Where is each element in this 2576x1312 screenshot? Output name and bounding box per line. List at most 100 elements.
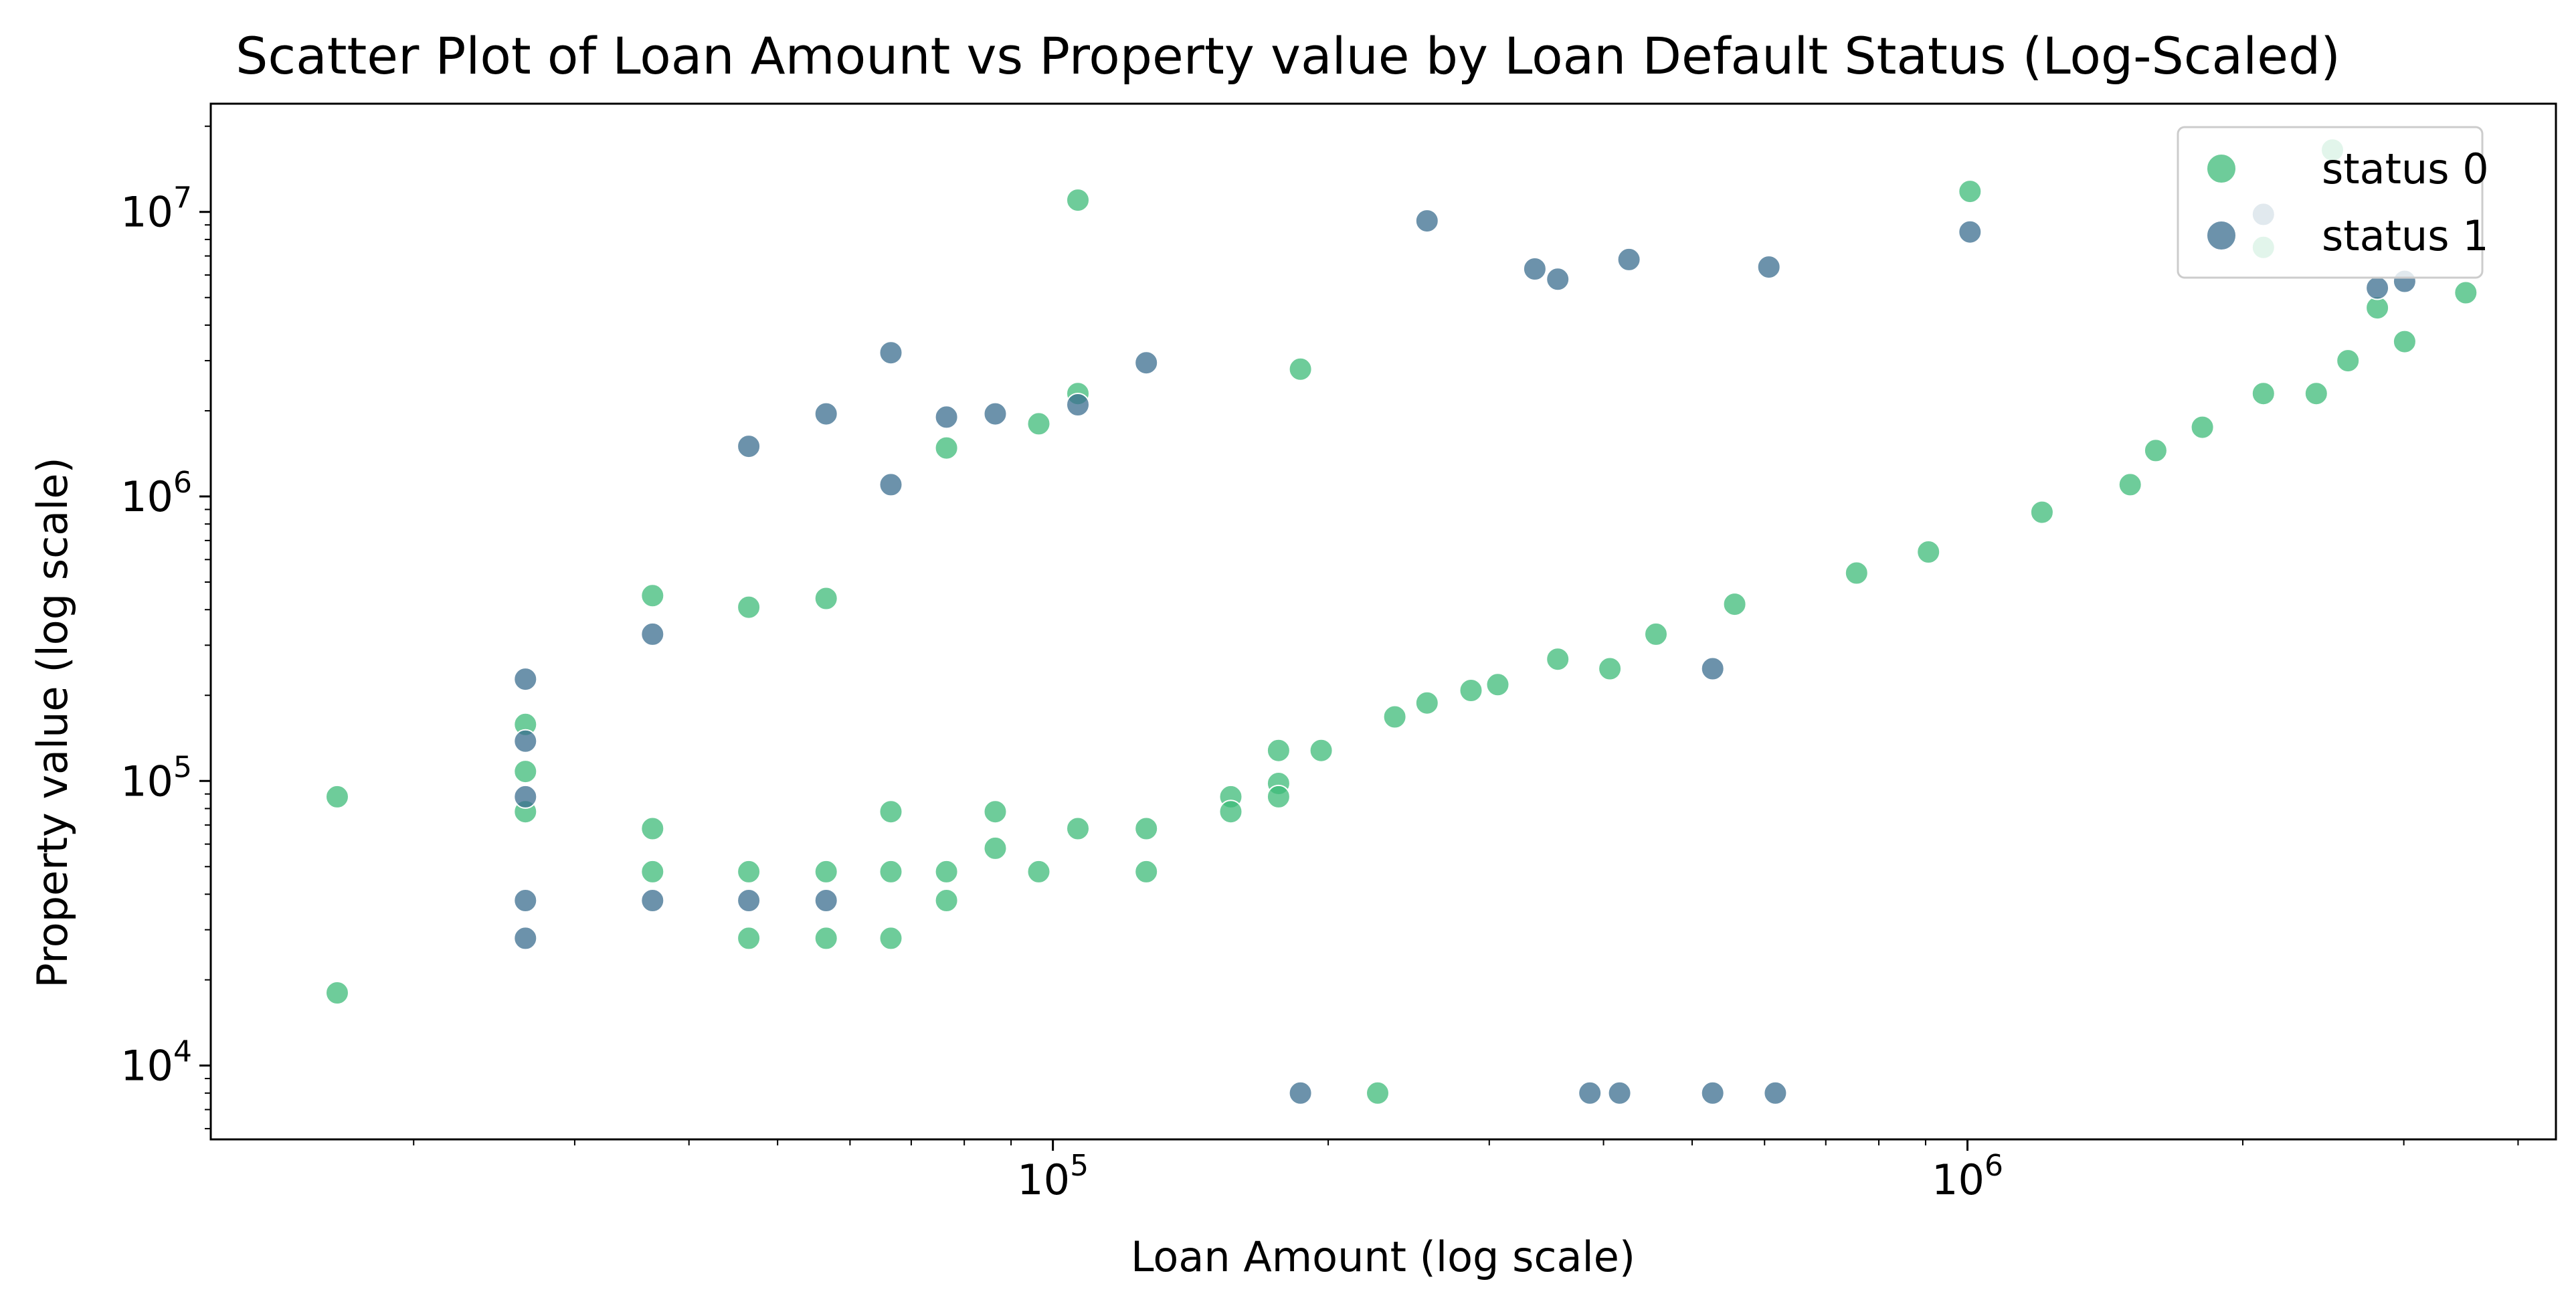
y-tick-label: 106 — [120, 466, 192, 521]
data-point — [814, 859, 838, 884]
series-1 — [513, 202, 2417, 1105]
x-tick-label: 105 — [1017, 1149, 1089, 1204]
data-point — [1134, 859, 1159, 884]
data-point — [814, 926, 838, 951]
data-point — [1066, 393, 1090, 417]
data-point — [1700, 656, 1725, 681]
ticks-layer: 105 106 104 105 106 107 — [120, 125, 2519, 1204]
data-point — [2392, 329, 2417, 354]
data-point — [1218, 800, 1243, 824]
data-point — [1309, 738, 1333, 763]
data-point — [737, 859, 761, 884]
data-point — [1134, 351, 1159, 375]
data-point — [879, 800, 903, 824]
legend-label-status-1: status 1 — [2322, 211, 2489, 260]
data-point — [934, 888, 959, 913]
data-point — [1026, 411, 1051, 436]
data-point — [1607, 1081, 1632, 1105]
data-point — [1066, 188, 1090, 213]
legend-frame — [2177, 126, 2484, 279]
data-point — [1916, 540, 1941, 564]
data-point — [513, 926, 538, 951]
data-point — [1958, 179, 1983, 204]
data-point — [2365, 276, 2390, 300]
data-point — [1844, 561, 1869, 585]
data-point — [983, 836, 1008, 860]
data-point — [814, 586, 838, 611]
y-tick-label: 104 — [120, 1035, 192, 1091]
legend-marker-status-0 — [2206, 153, 2237, 184]
chart-title: Scatter Plot of Loan Amount vs Property … — [236, 26, 2340, 86]
data-point — [1414, 209, 1439, 233]
data-point — [1459, 678, 1483, 702]
data-point — [879, 341, 903, 365]
data-point — [879, 926, 903, 951]
data-point — [1958, 219, 1983, 244]
data-point — [1266, 738, 1291, 763]
data-point — [879, 859, 903, 884]
data-point — [640, 622, 665, 646]
data-point — [325, 981, 349, 1005]
data-point — [1485, 672, 1510, 697]
x-tick-label: 106 — [1932, 1149, 2003, 1204]
data-point — [737, 926, 761, 951]
data-point — [1288, 357, 1313, 381]
data-point — [737, 434, 761, 459]
data-point — [1617, 247, 1641, 272]
data-point — [1266, 784, 1291, 809]
data-point — [879, 472, 903, 497]
data-point — [1522, 257, 1547, 281]
data-point — [2143, 438, 2168, 463]
data-point — [1578, 1081, 1602, 1105]
data-point — [934, 405, 959, 430]
data-point — [983, 401, 1008, 426]
data-point — [1756, 255, 1781, 280]
data-point — [1700, 1081, 1725, 1105]
data-point — [1546, 647, 1570, 672]
data-point — [513, 888, 538, 913]
legend-label-status-0: status 0 — [2322, 145, 2489, 193]
data-point — [1722, 592, 1747, 617]
data-point — [2251, 381, 2276, 406]
data-point — [2336, 349, 2361, 373]
data-point — [1382, 705, 1407, 729]
data-point — [1288, 1081, 1313, 1105]
data-point — [1366, 1081, 1390, 1105]
data-point — [983, 800, 1008, 824]
legend: status 0 status 1 — [2177, 126, 2489, 279]
data-point — [1644, 622, 1668, 646]
x-axis-label: Loan Amount (log scale) — [1131, 1232, 1635, 1281]
data-point — [934, 859, 959, 884]
data-point — [1598, 656, 1623, 681]
data-point — [1066, 816, 1090, 841]
data-point — [2304, 381, 2328, 406]
points-layer — [325, 138, 2478, 1105]
data-point — [640, 859, 665, 884]
data-point — [737, 595, 761, 620]
data-point — [934, 436, 959, 460]
y-tick-label: 105 — [120, 750, 192, 806]
data-point — [640, 816, 665, 841]
data-point — [2190, 415, 2215, 440]
data-point — [325, 784, 349, 809]
data-point — [2454, 280, 2478, 305]
data-point — [640, 583, 665, 608]
plot-frame — [209, 102, 2557, 1141]
legend-marker-status-1 — [2206, 220, 2237, 251]
data-point — [1546, 267, 1570, 292]
data-point — [1134, 816, 1159, 841]
data-point — [737, 888, 761, 913]
data-point — [513, 759, 538, 784]
data-point — [2118, 472, 2142, 497]
data-point — [513, 729, 538, 753]
y-tick-label: 107 — [120, 181, 192, 237]
y-axis-label: Property value (log scale) — [28, 457, 77, 988]
data-point — [513, 784, 538, 809]
data-point — [1414, 690, 1439, 715]
series-0 — [325, 138, 2478, 1105]
data-point — [1026, 859, 1051, 884]
data-point — [513, 667, 538, 692]
data-point — [1763, 1081, 1788, 1105]
